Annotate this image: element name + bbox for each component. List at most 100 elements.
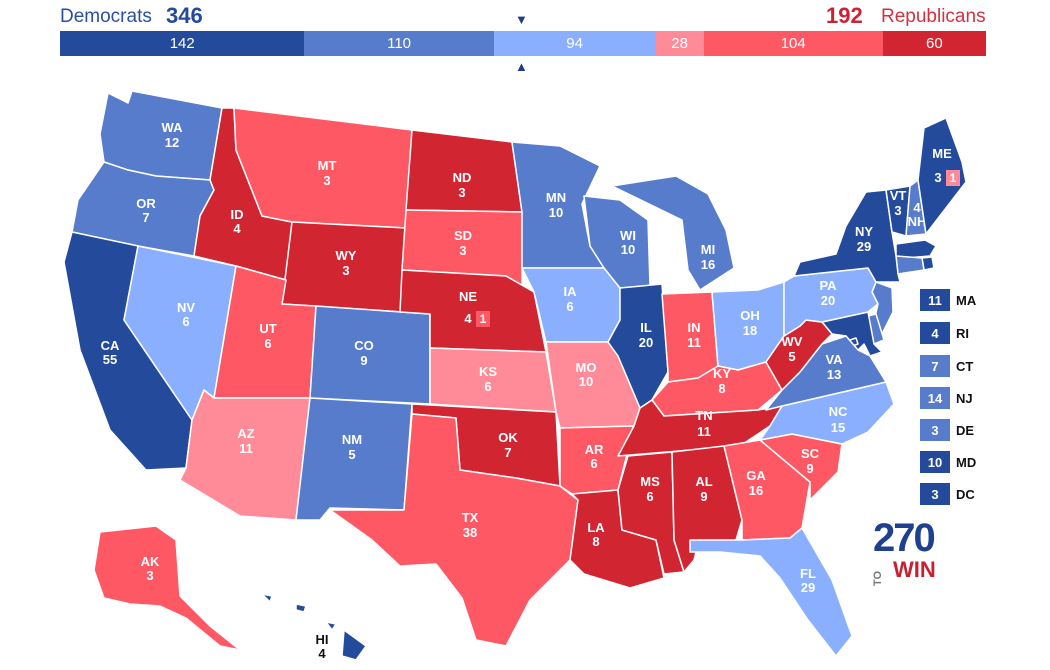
svg-text:AL: AL — [695, 474, 712, 489]
state-hi[interactable]: HI4 — [261, 593, 367, 661]
svg-text:20: 20 — [821, 293, 835, 308]
state-vt[interactable]: VT3 — [885, 185, 911, 237]
state-ks[interactable]: KS6 — [429, 347, 557, 413]
svg-text:6: 6 — [264, 336, 271, 351]
svg-text:TN: TN — [695, 408, 712, 423]
state-nv[interactable]: NV6 — [123, 245, 237, 421]
svg-text:MO: MO — [576, 360, 597, 375]
svg-text:4: 4 — [318, 646, 326, 661]
svg-text:HI: HI — [316, 632, 329, 647]
svg-text:3: 3 — [894, 203, 901, 218]
legend-item-ma[interactable]: 11 MA — [920, 289, 976, 311]
svg-text:3: 3 — [323, 173, 330, 188]
svg-text:NH: NH — [908, 214, 927, 229]
legend-label-nj: NJ — [956, 390, 973, 406]
state-ak[interactable]: AK3 — [93, 525, 241, 651]
bar-segment-safe-rep[interactable]: 60 — [882, 31, 986, 56]
svg-text:16: 16 — [749, 483, 763, 498]
state-mt[interactable]: MT3 — [233, 107, 413, 229]
state-wy[interactable]: WY3 — [281, 221, 407, 313]
svg-text:7: 7 — [504, 445, 511, 460]
state-or[interactable]: OR7 — [71, 161, 215, 257]
bar-segment-lean-rep[interactable]: 28 — [655, 31, 704, 56]
svg-text:MT: MT — [318, 158, 337, 173]
bar-segment-safe-dem[interactable]: 142 — [60, 31, 305, 56]
state-ms[interactable]: MS6 — [617, 451, 685, 575]
svg-text:11: 11 — [687, 335, 701, 350]
svg-text:IA: IA — [564, 284, 578, 299]
svg-text:NV: NV — [177, 300, 195, 315]
270towin-logo[interactable]: 270 TO WIN — [872, 518, 945, 586]
state-md[interactable] — [821, 311, 883, 357]
svg-text:AZ: AZ — [237, 426, 254, 441]
svg-text:KY: KY — [713, 366, 731, 381]
svg-text:6: 6 — [182, 314, 189, 329]
legend-item-dc[interactable]: 3 DC — [920, 483, 975, 505]
svg-text:6: 6 — [566, 299, 573, 314]
state-ct[interactable] — [895, 255, 925, 275]
svg-text:11: 11 — [697, 424, 711, 439]
svg-text:3: 3 — [146, 568, 153, 583]
legend-item-nj[interactable]: 14 NJ — [920, 387, 973, 409]
svg-text:8: 8 — [718, 381, 725, 396]
bar-segment-likely-rep[interactable]: 104 — [703, 31, 883, 56]
svg-text:1: 1 — [480, 312, 487, 326]
svg-text:WA: WA — [162, 120, 184, 135]
svg-text:AK: AK — [141, 554, 160, 569]
legend-label-de: DE — [956, 422, 975, 438]
legend-label-dc: DC — [956, 486, 975, 502]
state-sc[interactable]: SC9 — [759, 433, 843, 501]
svg-text:ME: ME — [932, 146, 952, 161]
legend-box-ri: 4 — [920, 322, 950, 344]
legend-item-md[interactable]: 10 MD — [920, 451, 976, 473]
svg-text:1: 1 — [950, 171, 957, 185]
state-nm[interactable]: NM5 — [295, 397, 413, 521]
svg-text:ND: ND — [453, 170, 472, 185]
ne-district-split-badge[interactable]: 1 — [476, 311, 490, 327]
svg-text:VA: VA — [825, 352, 843, 367]
state-ma[interactable] — [895, 239, 937, 259]
svg-text:38: 38 — [463, 525, 477, 540]
svg-text:NM: NM — [342, 432, 362, 447]
legend-item-de[interactable]: 3 DE — [920, 419, 974, 441]
bar-segment-lean-dem[interactable]: 94 — [493, 31, 656, 56]
me-district-split-badge[interactable]: 1 — [946, 170, 960, 186]
svg-text:MS: MS — [640, 474, 660, 489]
svg-text:PA: PA — [819, 278, 837, 293]
svg-text:8: 8 — [592, 534, 599, 549]
svg-text:VT: VT — [890, 188, 907, 203]
svg-text:TX: TX — [462, 510, 479, 525]
svg-text:7: 7 — [142, 210, 149, 225]
svg-text:3: 3 — [342, 263, 349, 278]
legend-box-md: 10 — [920, 451, 950, 473]
state-me[interactable]: ME 3 — [917, 117, 967, 235]
svg-text:12: 12 — [165, 135, 179, 150]
svg-text:15: 15 — [831, 420, 845, 435]
win-threshold-down-arrow-icon: ▼ — [515, 12, 528, 27]
svg-text:NY: NY — [855, 224, 873, 239]
legend-item-ri[interactable]: 4 RI — [920, 322, 969, 344]
svg-text:6: 6 — [484, 379, 491, 394]
legend-item-ct[interactable]: 7 CT — [920, 355, 973, 377]
win-threshold-up-arrow-icon: ▲ — [515, 59, 528, 74]
bar-segment-likely-dem[interactable]: 110 — [304, 31, 494, 56]
state-sd[interactable]: SD3 — [401, 209, 523, 287]
state-ky[interactable]: KY8 — [651, 361, 783, 417]
svg-text:10: 10 — [549, 205, 563, 220]
state-nd[interactable]: ND3 — [405, 129, 523, 213]
legend-box-ct: 7 — [920, 355, 950, 377]
svg-text:20: 20 — [639, 335, 653, 350]
state-co[interactable]: CO9 — [309, 305, 431, 405]
svg-text:6: 6 — [590, 456, 597, 471]
legend-box-dc: 3 — [920, 483, 950, 505]
